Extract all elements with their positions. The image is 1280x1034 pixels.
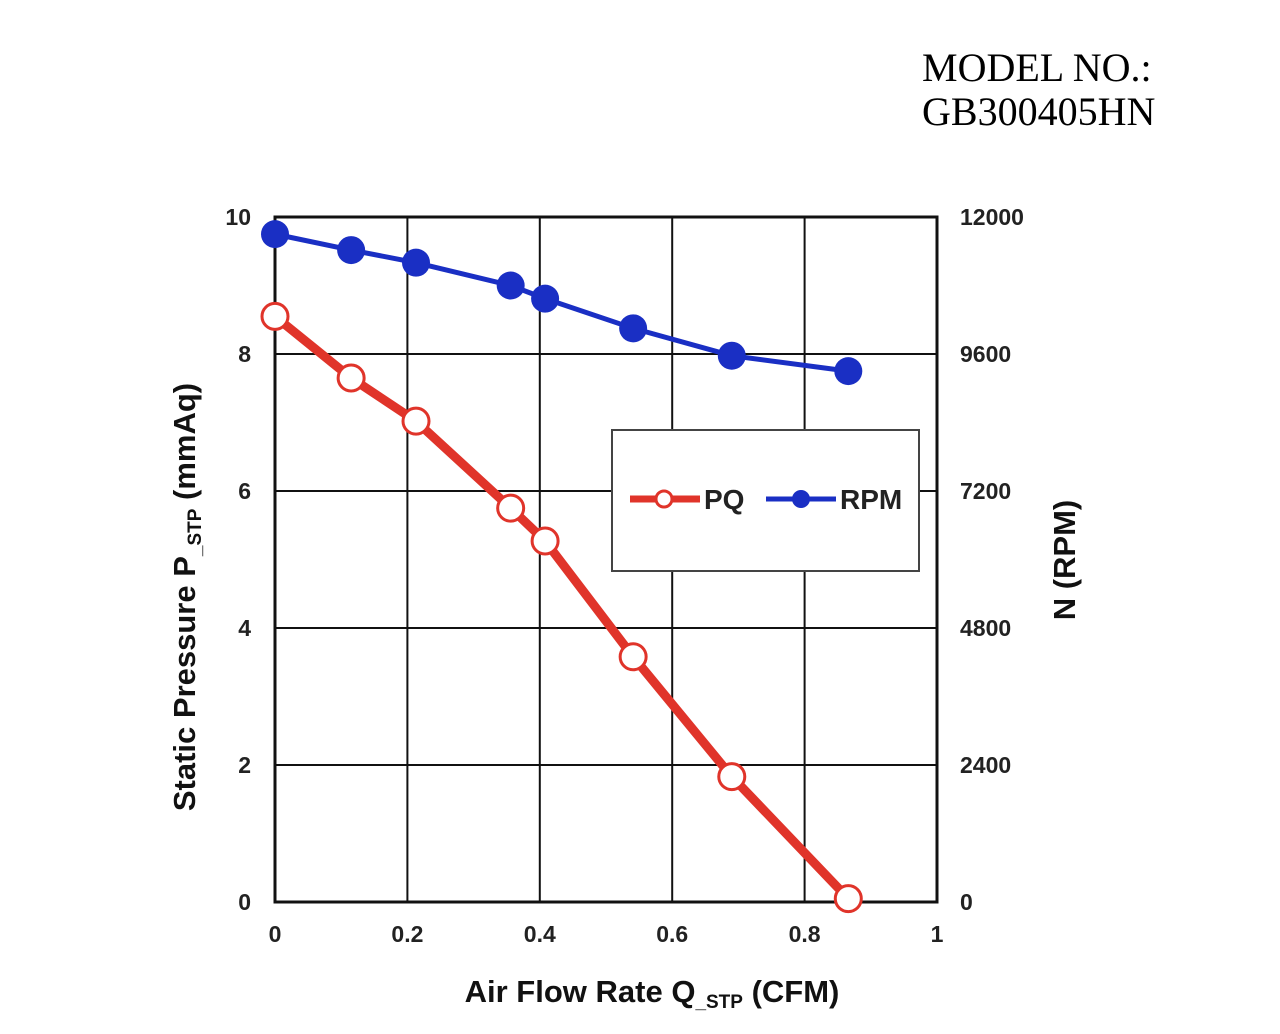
pq-point [496, 493, 526, 523]
pq-point [260, 301, 290, 331]
model-label: MODEL NO.: [922, 45, 1152, 90]
model-number: GB300405HN [922, 89, 1156, 134]
x-tick-label: 0.2 [391, 921, 423, 947]
rpm-point [717, 341, 746, 370]
y-tick-label: 0 [238, 889, 251, 915]
pq-point [336, 363, 366, 393]
rpm-point [402, 248, 431, 277]
y-axis-title: Static Pressure P_STP (mmAq) [167, 383, 206, 811]
legend-rpm-label: RPM [840, 484, 902, 515]
legend-pq-marker [654, 489, 674, 509]
pq-point [717, 762, 747, 792]
grid [273, 215, 939, 904]
legend: PQ RPM [611, 429, 920, 572]
plot-frame [273, 215, 939, 904]
pq-point [401, 406, 431, 436]
y-tick-label: 2 [238, 752, 251, 778]
x-tick-label: 0.8 [789, 921, 821, 947]
model-number-block: MODEL NO.: GB300405HN [922, 46, 1155, 134]
rpm-point [261, 220, 289, 249]
rpm-point [619, 314, 648, 343]
y2-axis-title: N (RPM) [1047, 500, 1082, 621]
y-tick-label: 10 [225, 204, 251, 230]
y2-tick-label: 0 [960, 889, 973, 915]
y2-tick-label: 4800 [960, 615, 1011, 641]
y2-tick-label: 9600 [960, 341, 1011, 367]
y-tick-label: 4 [238, 615, 251, 641]
rpm-point [834, 357, 863, 386]
series [260, 220, 863, 914]
y-tick-label: 8 [238, 341, 251, 367]
x-axis-title: Air Flow Rate Q_STP (CFM) [465, 974, 840, 1013]
rpm-point [496, 271, 525, 300]
tick-labels: 0 0.2 0.4 0.6 0.8 102468100240048007200960012… [225, 204, 1024, 947]
y-tick-label: 6 [238, 478, 251, 504]
pq-series-line [270, 311, 853, 904]
x-tick-label: 1 [931, 921, 944, 947]
y2-tick-label: 7200 [960, 478, 1011, 504]
legend-rpm-marker [792, 490, 810, 508]
x-tick-label: 0.6 [656, 921, 688, 947]
legend-pq-label: PQ [704, 484, 744, 515]
rpm-point [337, 236, 366, 265]
pq-point [618, 642, 648, 672]
x-tick-label: 0.4 [524, 921, 556, 947]
pq-point [530, 526, 560, 556]
y2-tick-label: 2400 [960, 752, 1011, 778]
pq-point [833, 884, 863, 914]
rpm-point [531, 284, 560, 313]
x-tick-label: 0 [269, 921, 282, 947]
y2-tick-label: 12000 [960, 204, 1024, 230]
